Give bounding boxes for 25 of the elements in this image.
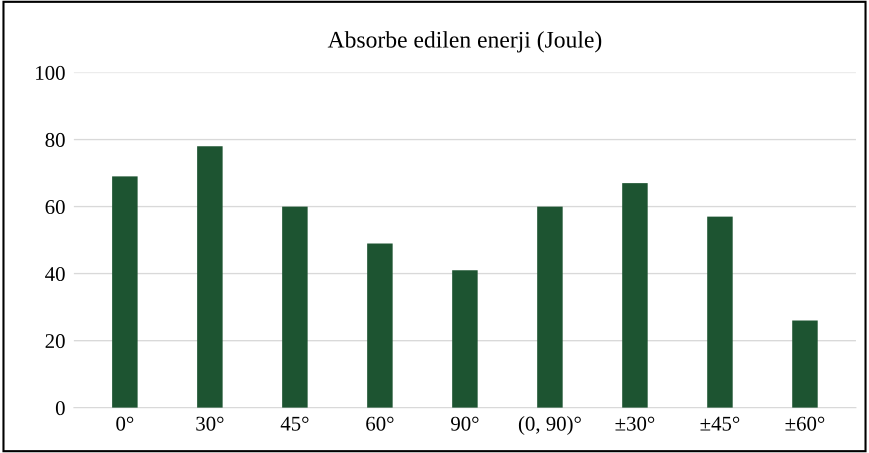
y-tick-label: 20 — [46, 334, 65, 348]
y-tick-label: 0 — [56, 401, 65, 416]
x-tick-label: ±45° — [700, 416, 740, 431]
bar — [282, 206, 308, 408]
x-tick-label: 45° — [280, 416, 308, 431]
bar — [792, 320, 818, 408]
x-tick-label: 60° — [366, 416, 394, 431]
chart-title: Absorbe edilen enerji (Joule) — [328, 31, 602, 53]
y-tick-label: 80 — [45, 132, 65, 147]
bar — [367, 243, 393, 408]
bar — [707, 216, 733, 408]
y-tick-label: 100 — [36, 66, 65, 80]
bar — [452, 270, 478, 408]
x-tick-label: ±60° — [786, 416, 824, 431]
x-tick-label: 90° — [451, 416, 478, 431]
x-tick-label: ±30° — [616, 416, 654, 431]
bar — [537, 206, 563, 408]
x-tick-label: (0, 90)° — [518, 416, 581, 435]
bar — [622, 183, 648, 408]
y-tick-label: 40 — [45, 266, 65, 282]
y-tick-label: 60 — [46, 200, 65, 214]
bar — [197, 146, 223, 408]
bar — [112, 176, 138, 408]
x-tick-label: 30° — [196, 416, 224, 431]
x-tick-label: 0° — [116, 416, 134, 431]
